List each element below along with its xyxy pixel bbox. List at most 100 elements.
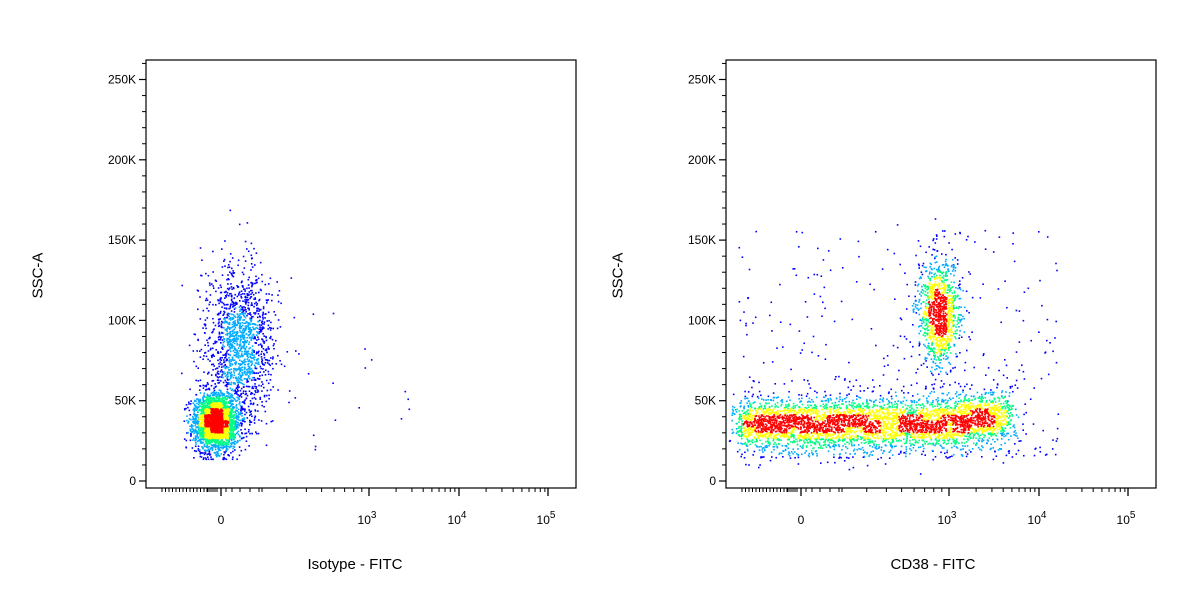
event-dot <box>238 366 240 368</box>
event-dot <box>209 441 211 444</box>
event-dot <box>230 333 233 336</box>
event-dot <box>278 290 281 292</box>
event-dot <box>838 375 840 378</box>
event-dot <box>218 447 220 449</box>
event-dot <box>216 427 219 430</box>
y-tick-label: 0 <box>129 474 136 488</box>
event-dot <box>230 414 232 416</box>
event-dot <box>236 381 239 384</box>
event-dot <box>1027 287 1030 290</box>
event-dot <box>246 394 249 397</box>
event-dot <box>239 389 242 392</box>
event-dot <box>231 275 234 277</box>
event-dot <box>803 342 805 345</box>
event-dot <box>982 354 985 357</box>
event-dot <box>183 408 186 410</box>
event-dot <box>230 439 233 442</box>
event-dot <box>773 448 775 451</box>
event-dot <box>263 352 265 355</box>
event-dot <box>198 449 201 451</box>
event-dot <box>219 442 222 444</box>
event-dot <box>1044 351 1047 353</box>
event-dot <box>265 444 268 447</box>
event-dot <box>210 384 213 387</box>
event-dot <box>921 273 924 276</box>
event-dot <box>219 412 221 414</box>
event-dot <box>983 353 985 355</box>
event-dot <box>820 462 822 464</box>
event-dot <box>214 446 217 449</box>
event-dot <box>811 452 813 454</box>
event-dot <box>226 294 228 296</box>
event-dot <box>262 348 265 350</box>
event-dot <box>257 363 259 365</box>
event-dot <box>229 312 231 315</box>
event-dot <box>240 367 242 369</box>
event-dot <box>798 394 800 396</box>
event-dot <box>250 282 252 284</box>
event-dot <box>224 457 226 460</box>
event-dot <box>801 231 804 234</box>
event-dot <box>797 463 800 465</box>
event-dot <box>244 339 246 342</box>
event-dot <box>243 350 246 353</box>
event-dot <box>212 417 215 419</box>
event-dot <box>219 390 222 392</box>
event-dot <box>239 327 241 329</box>
event-dot <box>241 379 243 382</box>
event-dot <box>1001 438 1003 440</box>
event-dot <box>227 303 229 306</box>
event-dot <box>234 389 236 392</box>
event-dot <box>212 321 215 324</box>
event-dot <box>236 313 239 315</box>
event-dot <box>229 339 231 341</box>
event-dot <box>848 468 851 471</box>
event-dot <box>738 448 741 451</box>
event-dot <box>817 355 820 357</box>
event-dot <box>250 330 252 333</box>
event-dot <box>760 394 762 397</box>
event-dot <box>914 281 917 283</box>
event-dot <box>920 364 923 366</box>
event-dot <box>1013 434 1015 436</box>
event-dot <box>224 414 226 416</box>
event-dot <box>948 242 950 244</box>
event-dot <box>224 372 226 375</box>
event-dot <box>236 337 238 340</box>
event-dot <box>992 447 994 449</box>
event-dot <box>267 299 269 301</box>
event-dot <box>218 449 220 452</box>
event-dot <box>211 446 214 449</box>
event-dot <box>214 403 216 405</box>
event-dot <box>197 403 200 406</box>
event-dot <box>247 278 250 281</box>
event-dot <box>234 436 237 439</box>
event-dot <box>224 396 226 399</box>
event-dot <box>248 429 250 431</box>
event-dot <box>218 389 221 391</box>
event-dot <box>241 432 244 435</box>
event-dot <box>954 233 957 235</box>
event-dot <box>940 445 943 448</box>
event-dot <box>221 399 223 402</box>
event-dot <box>222 321 225 324</box>
event-dot <box>219 400 222 402</box>
event-dot <box>203 449 206 452</box>
event-dot <box>218 395 221 397</box>
event-dot <box>241 355 243 358</box>
event-dot <box>211 432 214 435</box>
event-dot <box>221 425 223 428</box>
event-dot <box>245 360 247 363</box>
event-dot <box>794 451 796 453</box>
event-dot <box>202 434 204 436</box>
event-dot <box>247 380 250 383</box>
event-dot <box>773 445 776 448</box>
event-dot <box>799 401 801 403</box>
event-dot <box>1018 310 1021 312</box>
event-dot <box>221 374 223 376</box>
event-dot <box>248 322 251 324</box>
event-dot <box>243 368 246 371</box>
event-dot <box>222 458 225 461</box>
event-dot <box>1038 331 1040 333</box>
